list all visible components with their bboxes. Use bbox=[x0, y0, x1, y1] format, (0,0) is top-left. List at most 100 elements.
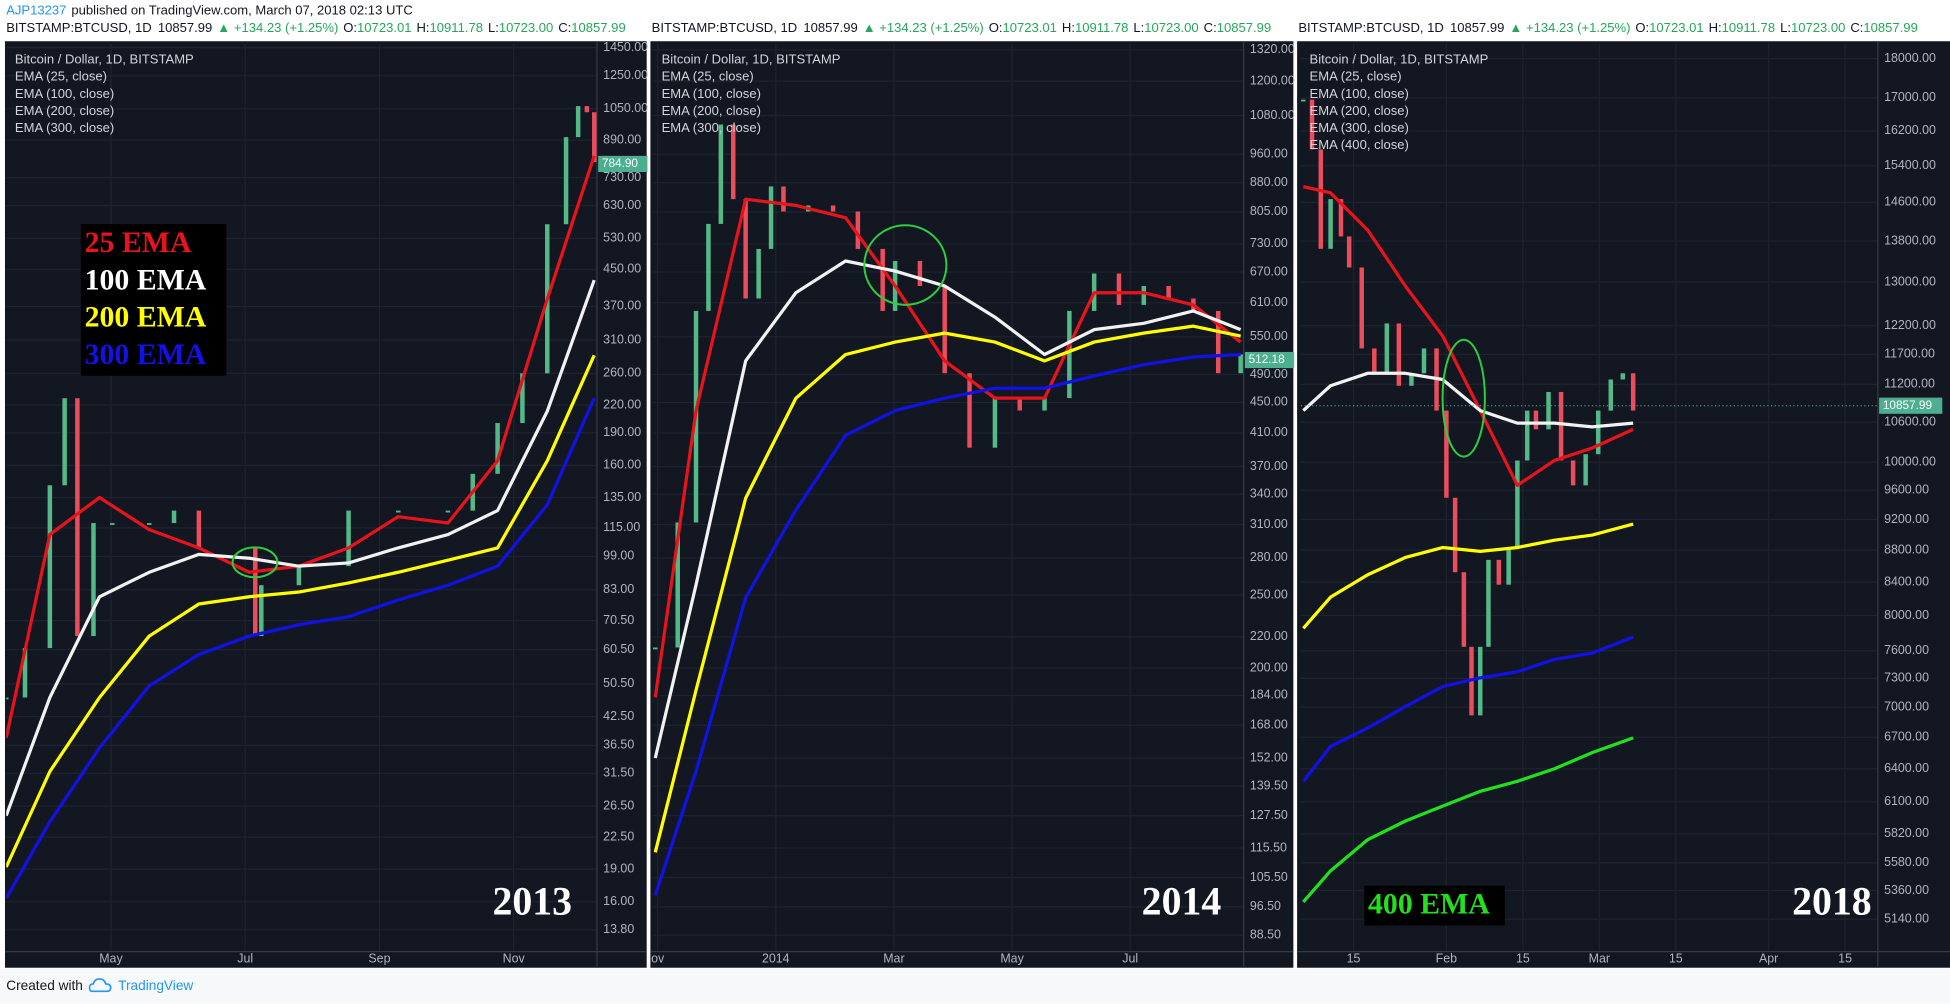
candle bbox=[706, 223, 711, 311]
study-name: EMA (300, close) bbox=[1310, 120, 1409, 135]
candle bbox=[1328, 199, 1333, 249]
y-tick-label: 16.00 bbox=[603, 894, 634, 908]
candle bbox=[1486, 559, 1491, 647]
candle bbox=[1017, 398, 1022, 411]
candle bbox=[22, 648, 28, 698]
ohlc-value: 10723.01 bbox=[357, 20, 411, 35]
study-name: EMA (25, close) bbox=[15, 69, 107, 84]
candle bbox=[830, 205, 836, 212]
year-annotation: 2018 bbox=[1792, 880, 1872, 924]
y-tick-label: 960.00 bbox=[1250, 146, 1288, 160]
y-tick-label: 70.50 bbox=[603, 613, 634, 627]
footer-brand[interactable]: TradingView bbox=[118, 978, 193, 993]
footer-bar bbox=[0, 968, 1950, 1004]
y-tick-label: 9600.00 bbox=[1884, 483, 1929, 497]
ohlc-value: 10723.01 bbox=[1002, 20, 1056, 35]
y-tick-label: 184.00 bbox=[1250, 688, 1288, 702]
highlight-circles bbox=[231, 224, 1486, 579]
ticker-line: BITSTAMP:BTCUSD, 1D 10857.99 ▲ +134.23 (+1… bbox=[6, 20, 625, 35]
ohlc-value: 10723.00 bbox=[1144, 20, 1198, 35]
x-tick-label: 15 bbox=[1516, 951, 1530, 965]
candle bbox=[1506, 547, 1511, 585]
callout-box bbox=[80, 224, 227, 376]
publish-line: AJP13237 published on TradingView.com, Ma… bbox=[6, 3, 413, 18]
y-tick-label: 88.50 bbox=[1250, 928, 1281, 942]
candle bbox=[563, 137, 569, 225]
y-tick-label: 450.00 bbox=[603, 262, 641, 276]
y-tick-label: 1250.00 bbox=[603, 68, 648, 82]
candle bbox=[110, 523, 115, 525]
study-name: EMA (200, close) bbox=[1310, 103, 1409, 118]
y-tick-label: 105.50 bbox=[1250, 870, 1288, 884]
ema-line bbox=[1302, 185, 1634, 487]
tradingview-logo[interactable] bbox=[88, 978, 112, 993]
ohlc-label: H: bbox=[1062, 20, 1075, 35]
candle bbox=[1524, 410, 1530, 461]
candle bbox=[47, 485, 53, 649]
y-tick-label: 1080.00 bbox=[1250, 108, 1295, 122]
y-tick-label: 370.00 bbox=[603, 299, 641, 313]
ema-line bbox=[1302, 522, 1634, 630]
candle bbox=[992, 398, 998, 448]
y-tick-label: 99.00 bbox=[603, 549, 634, 563]
candle bbox=[1338, 199, 1344, 237]
y-tick-label: 14600.00 bbox=[1884, 195, 1936, 209]
ohlc-label: L: bbox=[1133, 20, 1144, 35]
y-tick-label: 5140.00 bbox=[1884, 912, 1929, 926]
y-tick-label: 670.00 bbox=[1250, 264, 1288, 278]
candle bbox=[1116, 273, 1122, 305]
ohlc-label: O: bbox=[989, 20, 1003, 35]
y-tick-label: 16200.00 bbox=[1884, 123, 1936, 137]
y-tick-label: 8800.00 bbox=[1884, 542, 1929, 556]
y-tick-label: 630.00 bbox=[603, 198, 641, 212]
candle bbox=[1558, 391, 1564, 461]
y-tick-label: 410.00 bbox=[1250, 425, 1288, 439]
x-tick-label: ov bbox=[651, 951, 665, 965]
author-link[interactable]: AJP13237 bbox=[6, 3, 66, 18]
ema-line bbox=[653, 259, 1242, 759]
study-name: EMA (25, close) bbox=[1310, 69, 1402, 84]
y-tick-label: 260.00 bbox=[603, 366, 641, 380]
candle bbox=[942, 286, 947, 374]
ohlc-label: H: bbox=[416, 20, 429, 35]
x-tick-label: Jul bbox=[1122, 951, 1138, 965]
callout-label: 25 EMA bbox=[85, 226, 192, 259]
panel-background bbox=[1297, 41, 1950, 968]
candle bbox=[520, 373, 525, 424]
y-tick-label: 26.50 bbox=[603, 798, 634, 812]
candle bbox=[253, 547, 258, 637]
x-tick-label: May bbox=[99, 951, 123, 965]
ohlc-label: O: bbox=[343, 20, 357, 35]
chart-panel: 1450.00 1250.00 1050.00 890.00 730.00 630.00 5… bbox=[4, 40, 648, 968]
candle bbox=[171, 510, 177, 524]
y-tick-label: 5580.00 bbox=[1884, 855, 1929, 869]
y-tick-label: 17000.00 bbox=[1884, 90, 1936, 104]
y-tick-label: 42.50 bbox=[603, 709, 634, 723]
y-tick-label: 8000.00 bbox=[1884, 608, 1929, 622]
ticker-last: 10857.99 bbox=[803, 20, 857, 35]
last-price-box bbox=[1244, 351, 1295, 369]
candle bbox=[1478, 646, 1483, 716]
y-tick-label: 96.50 bbox=[1250, 899, 1281, 913]
chart-panel: 1320.00 1200.00 1080.00 960.00 880.00 805.00 7… bbox=[650, 41, 1295, 968]
callout-label: 100 EMA bbox=[85, 263, 207, 296]
ticker-last: 10857.99 bbox=[1450, 20, 1504, 35]
ticker-line: BITSTAMP:BTCUSD, 1D 10857.99 ▲ +134.23 (+1… bbox=[1298, 20, 1917, 35]
candle bbox=[1384, 323, 1390, 374]
y-tick-label: 13.80 bbox=[603, 922, 634, 936]
x-tick-label: Feb bbox=[1436, 951, 1457, 965]
y-tick-label: 6400.00 bbox=[1884, 761, 1929, 775]
candle bbox=[1346, 236, 1352, 268]
study-name: EMA (100, close) bbox=[15, 86, 114, 101]
chart-panel: 18000.00 17000.00 16200.00 15400.00 14600.00… bbox=[1297, 41, 1950, 968]
y-tick-label: 550.00 bbox=[1250, 329, 1288, 343]
year-annotation: 2014 bbox=[1142, 880, 1222, 924]
y-tick-label: 18000.00 bbox=[1884, 51, 1936, 65]
ohlc-value: 10723.00 bbox=[1791, 20, 1845, 35]
y-tick-label: 13800.00 bbox=[1884, 233, 1936, 247]
chart-title: Bitcoin / Dollar, 1D, BITSTAMP bbox=[15, 51, 194, 66]
y-tick-label: 11200.00 bbox=[1884, 377, 1935, 391]
candle bbox=[575, 106, 581, 138]
x-tick-label: Apr bbox=[1759, 951, 1778, 965]
y-tick-label: 6100.00 bbox=[1884, 794, 1929, 808]
